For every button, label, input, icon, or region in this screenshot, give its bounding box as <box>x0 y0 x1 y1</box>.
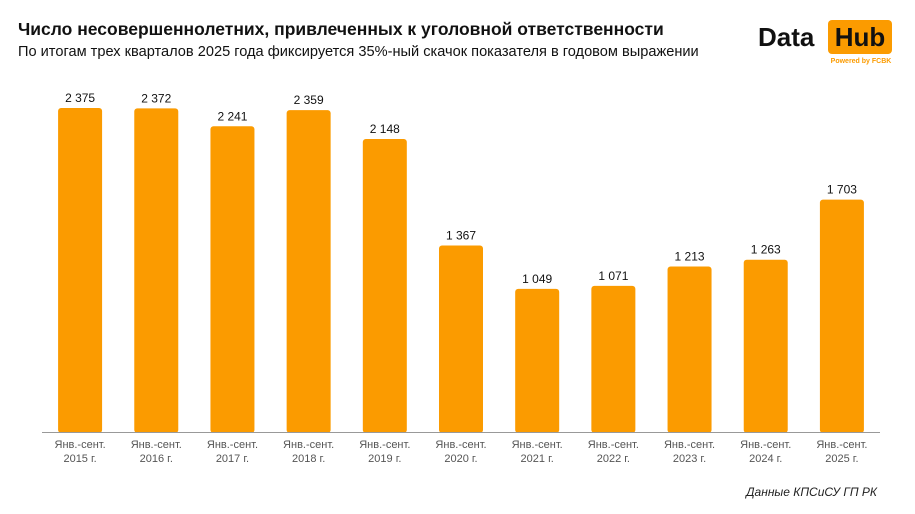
logo-tagline: Powered by FCBK <box>830 58 892 65</box>
chart-subtitle: По итогам трех кварталов 2025 года фикси… <box>18 44 699 60</box>
datahub-logo: Data Hub Powered by FCBK <box>758 18 898 70</box>
x-tick-label-10-line2: 2025 г. <box>825 453 858 465</box>
x-tick-label-2-line2: 2017 г. <box>216 453 249 465</box>
source-note: Данные КПСиСУ ГП РК <box>746 485 877 499</box>
x-tick-label-6-line1: Янв.-сент. <box>512 439 563 451</box>
x-tick-label-4-line2: 2019 г. <box>368 453 401 465</box>
bar-2 <box>210 126 255 433</box>
x-tick-label-3-line1: Янв.-сент. <box>283 439 334 451</box>
data-label-4: 2 148 <box>370 122 400 136</box>
data-label-3: 2 359 <box>294 93 324 107</box>
x-tick-label-10-line1: Янв.-сент. <box>816 439 867 451</box>
x-tick-label-0-line1: Янв.-сент. <box>55 439 106 451</box>
data-label-5: 1 367 <box>446 229 476 243</box>
logo-hub-box: Hub <box>828 20 892 54</box>
data-label-0: 2 375 <box>65 91 95 105</box>
x-tick-label-9-line1: Янв.-сент. <box>740 439 791 451</box>
x-tick-label-2-line1: Янв.-сент. <box>207 439 258 451</box>
x-tick-label-6-line2: 2021 г. <box>521 453 554 465</box>
x-tick-label-5-line2: 2020 г. <box>444 453 477 465</box>
x-tick-label-4-line1: Янв.-сент. <box>359 439 410 451</box>
bar-1 <box>134 108 179 433</box>
bar-6 <box>515 288 560 433</box>
x-tick-label-0-line2: 2015 г. <box>63 453 96 465</box>
data-label-7: 1 071 <box>598 269 628 283</box>
x-tick-label-7-line2: 2022 г. <box>597 453 630 465</box>
x-tick-label-8-line1: Янв.-сент. <box>664 439 715 451</box>
bar-10 <box>819 199 864 433</box>
logo-word-hub: Hub <box>834 22 886 52</box>
data-label-2: 2 241 <box>217 109 247 123</box>
data-label-8: 1 213 <box>675 250 705 264</box>
data-label-6: 1 049 <box>522 272 552 286</box>
data-label-9: 1 263 <box>751 243 781 257</box>
x-tick-label-9-line2: 2024 г. <box>749 453 782 465</box>
x-tick-label-3-line2: 2018 г. <box>292 453 325 465</box>
bar-9 <box>743 259 788 433</box>
x-tick-label-1-line2: 2016 г. <box>140 453 173 465</box>
x-tick-label-7-line1: Янв.-сент. <box>588 439 639 451</box>
bar-7 <box>591 285 636 433</box>
logo-word-data: Data <box>758 22 815 52</box>
bar-8 <box>667 266 712 433</box>
x-tick-label-1-line1: Янв.-сент. <box>131 439 182 451</box>
chart-title: Число несовершеннолетних, привлеченных к… <box>18 19 664 39</box>
bar-4 <box>362 138 407 433</box>
bar-0 <box>58 108 103 433</box>
x-tick-label-8-line2: 2023 г. <box>673 453 706 465</box>
bar-5 <box>439 245 483 433</box>
data-label-10: 1 703 <box>827 183 857 197</box>
data-label-1: 2 372 <box>141 91 171 105</box>
bar-3 <box>286 110 331 433</box>
x-tick-label-5-line1: Янв.-сент. <box>435 439 486 451</box>
